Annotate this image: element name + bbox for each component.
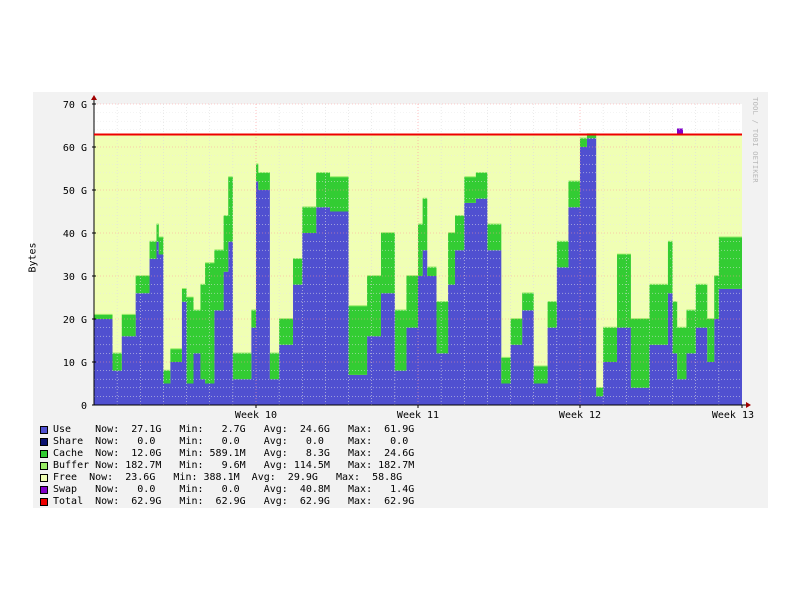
watermark-text: TOOL / TOBI OETIKER bbox=[750, 97, 759, 183]
y-tick-label: 0 bbox=[81, 401, 87, 412]
y-tick-label: 60 G bbox=[63, 143, 87, 154]
y-tick-label: 30 G bbox=[63, 272, 87, 283]
x-tick-label: Week 12 bbox=[559, 410, 601, 421]
legend-item-swap: Swap Now: 0.0 Min: 0.0 Avg: 40.8M Max: 1… bbox=[40, 484, 414, 496]
legend-text: Cache Now: 12.0G Min: 589.1M Avg: 8.3G M… bbox=[53, 448, 415, 459]
x-tick-label: Week 11 bbox=[397, 410, 439, 421]
area-cache bbox=[94, 134, 742, 397]
legend-swatch bbox=[40, 438, 48, 446]
legend-item-cache: Cache Now: 12.0G Min: 589.1M Avg: 8.3G M… bbox=[40, 448, 414, 460]
legend-text: Use Now: 27.1G Min: 2.7G Avg: 24.6G Max:… bbox=[53, 424, 415, 435]
x-axis-arrow bbox=[746, 402, 751, 408]
legend-swatch bbox=[40, 462, 48, 470]
y-tick-label: 50 G bbox=[63, 186, 87, 197]
area-swap bbox=[677, 128, 683, 135]
legend-swatch bbox=[40, 486, 48, 494]
x-tick-label: Week 10 bbox=[235, 410, 277, 421]
watermark: TOOL / TOBI OETIKER bbox=[751, 92, 770, 192]
y-tick-label: 70 G bbox=[63, 100, 87, 111]
y-axis-arrow bbox=[91, 95, 97, 100]
legend: Use Now: 27.1G Min: 2.7G Avg: 24.6G Max:… bbox=[40, 424, 414, 508]
y-tick-label: 20 G bbox=[63, 315, 87, 326]
legend-text: Free Now: 23.6G Min: 388.1M Avg: 29.9G M… bbox=[53, 472, 403, 483]
x-tick-label: Week 13 bbox=[712, 410, 754, 421]
legend-item-free: Free Now: 23.6G Min: 388.1M Avg: 29.9G M… bbox=[40, 472, 414, 484]
legend-swatch bbox=[40, 498, 48, 506]
legend-item-total: Total Now: 62.9G Min: 62.9G Avg: 62.9G M… bbox=[40, 496, 414, 508]
legend-swatch bbox=[40, 426, 48, 434]
legend-text: Share Now: 0.0 Min: 0.0 Avg: 0.0 Max: 0.… bbox=[53, 436, 409, 447]
y-tick-label: 10 G bbox=[63, 358, 87, 369]
legend-text: Buffer Now: 182.7M Min: 9.6M Avg: 114.5M… bbox=[53, 460, 415, 471]
legend-swatch bbox=[40, 450, 48, 458]
legend-item-share: Share Now: 0.0 Min: 0.0 Avg: 0.0 Max: 0.… bbox=[40, 436, 414, 448]
legend-text: Total Now: 62.9G Min: 62.9G Avg: 62.9G M… bbox=[53, 496, 415, 507]
legend-swatch bbox=[40, 474, 48, 482]
legend-item-use: Use Now: 27.1G Min: 2.7G Avg: 24.6G Max:… bbox=[40, 424, 414, 436]
y-axis-label-box: Bytes bbox=[27, 240, 46, 280]
y-axis-label: Bytes bbox=[27, 242, 39, 273]
legend-item-buffer: Buffer Now: 182.7M Min: 9.6M Avg: 114.5M… bbox=[40, 460, 414, 472]
legend-text: Swap Now: 0.0 Min: 0.0 Avg: 40.8M Max: 1… bbox=[53, 484, 415, 495]
y-tick-label: 40 G bbox=[63, 229, 87, 240]
